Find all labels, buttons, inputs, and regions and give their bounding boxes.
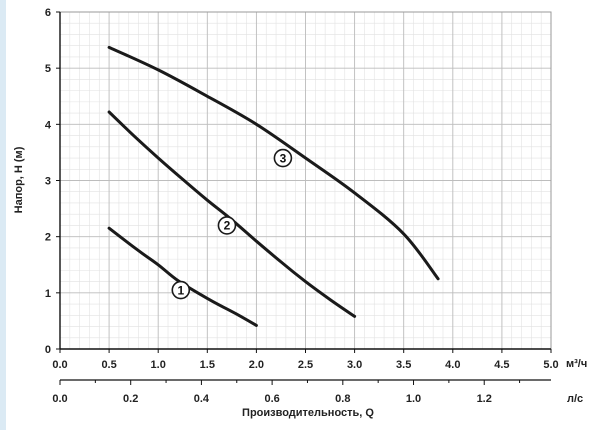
y-tick-label: 0 bbox=[45, 344, 51, 356]
x-tick-label: 2.5 bbox=[298, 359, 313, 371]
x2-tick-label: 0.6 bbox=[264, 393, 279, 405]
curve-label-circle bbox=[171, 280, 191, 300]
x-tick-label: 5.0 bbox=[543, 359, 558, 371]
curve-label-circle bbox=[217, 216, 237, 235]
x-tick-label: 4.5 bbox=[494, 359, 509, 371]
y-axis-label: Напор, H (м) bbox=[13, 146, 25, 213]
curve-label-3: 3 bbox=[280, 151, 287, 165]
x2-tick-label: 0.2 bbox=[123, 393, 138, 405]
y-tick-label: 1 bbox=[45, 288, 51, 300]
x-axis-label: Производительность, Q bbox=[242, 407, 374, 419]
curve-3 bbox=[107, 45, 440, 281]
x2-tick-label: 0.8 bbox=[335, 393, 350, 405]
x-tick-label: 0.5 bbox=[101, 359, 116, 371]
x2-axis-unit: л/с bbox=[567, 393, 583, 405]
tick-labels: 0.0 0.5 1.0 1.5 2.0 2.5 3.0 3.5 4.0 4.5 5.0 0 1 2 3 4 5 6… bbox=[45, 7, 559, 405]
major-grid bbox=[59, 11, 552, 350]
y-tick-label: 6 bbox=[45, 7, 51, 19]
x-axis-unit: м³/ч bbox=[566, 358, 587, 370]
curve-label-2: 2 bbox=[224, 219, 231, 233]
x2-tick-label: 0.4 bbox=[194, 393, 210, 405]
x-tick-label: 0.0 bbox=[52, 359, 67, 371]
curve-labels: 1 2 3 bbox=[171, 148, 293, 300]
x-tick-label: 2.0 bbox=[249, 359, 264, 371]
curve-label-circle bbox=[273, 148, 293, 168]
curve-1 bbox=[107, 226, 258, 327]
y-tick-label: 3 bbox=[45, 176, 51, 188]
y-tick-label: 2 bbox=[45, 232, 51, 244]
x2-tick-label: 1.0 bbox=[406, 393, 421, 405]
left-edge-band bbox=[0, 0, 6, 430]
curve-label-1: 1 bbox=[177, 283, 184, 297]
x2-tick-label: 0.0 bbox=[52, 393, 67, 405]
x-tick-label: 4.0 bbox=[445, 359, 460, 371]
y-tick-label: 4 bbox=[45, 119, 52, 131]
x-tick-label: 3.5 bbox=[396, 359, 411, 371]
x2-tick-label: 1.2 bbox=[477, 393, 492, 405]
y-tick-label: 5 bbox=[45, 63, 51, 75]
x-tick-label: 1.0 bbox=[151, 359, 166, 371]
x-tick-label: 1.5 bbox=[200, 359, 215, 371]
x-tick-label: 3.0 bbox=[347, 359, 362, 371]
